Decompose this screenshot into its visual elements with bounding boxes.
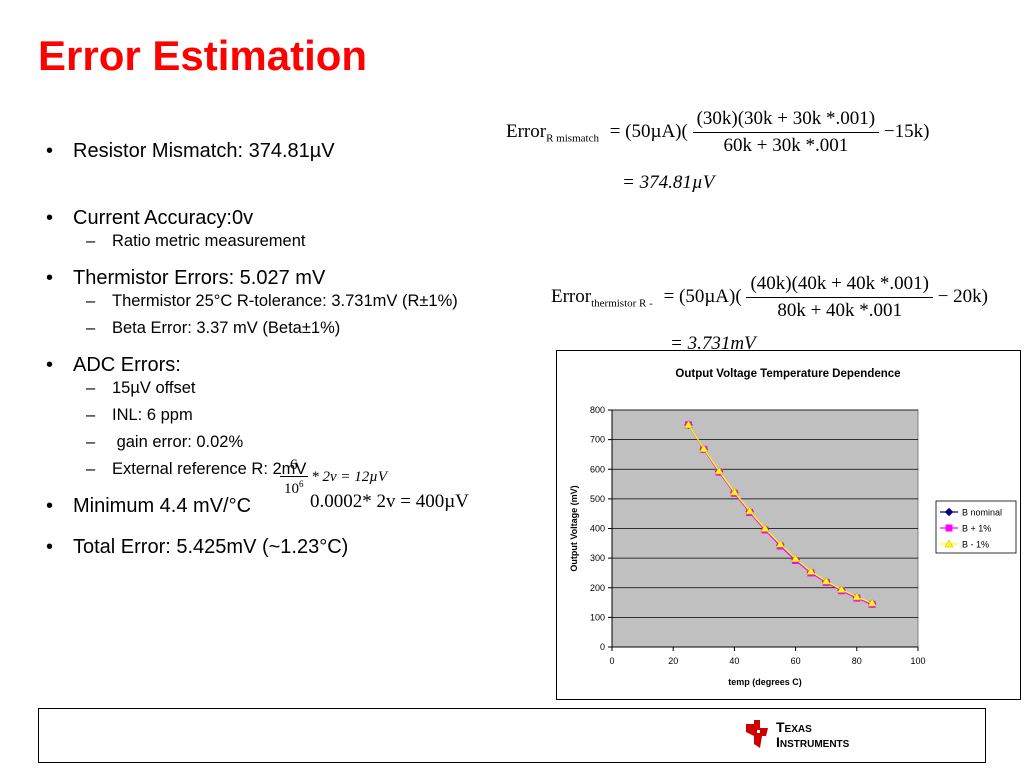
sub-bullet-gain-error: gain error: 0.02% bbox=[46, 433, 546, 452]
ti-logo-line1: Texas bbox=[776, 719, 812, 735]
y-tick-label: 100 bbox=[590, 612, 605, 622]
formula-mismatch-result: = 374.81µV bbox=[622, 172, 715, 193]
data-point bbox=[760, 523, 770, 532]
ti-logo-line2: Instruments bbox=[776, 734, 850, 750]
bullet-current-accuracy: Current Accuracy:0v bbox=[46, 207, 546, 230]
x-tick-label: 100 bbox=[910, 656, 925, 666]
data-point bbox=[775, 539, 785, 548]
y-tick-label: 700 bbox=[590, 435, 605, 445]
bullet-resistor-mismatch: Resistor Mismatch: 374.81µV bbox=[46, 140, 546, 163]
formula-denominator: 60k + 30k *.001 bbox=[723, 135, 849, 156]
formula-fraction: (40k)(40k + 40k *.001) 80k + 40k *.001 bbox=[746, 273, 933, 322]
y-tick-label: 300 bbox=[590, 553, 605, 563]
slide-title: Error Estimation bbox=[38, 32, 368, 79]
line-chart: Output Voltage Temperature Dependence 0 10… bbox=[569, 368, 1017, 687]
sub-bullet-inl: INL: 6 ppm bbox=[46, 406, 546, 425]
formula-numerator: (30k)(30k + 30k *.001) bbox=[692, 108, 880, 133]
formula-thermistor: Errorthermistor R - = (50µA)( (40k)(40k … bbox=[551, 273, 988, 322]
formula-lhs: = (50µA)( bbox=[609, 120, 688, 142]
formula-lhs: = (50µA)( bbox=[663, 285, 742, 307]
data-point bbox=[837, 585, 846, 593]
formula-label: Error bbox=[551, 285, 592, 307]
y-tick-label: 400 bbox=[590, 524, 605, 534]
sub-bullet-thermistor-25c: Thermistor 25°C R-tolerance: 3.731mV (R±… bbox=[46, 292, 546, 311]
formula-subscript: thermistor R - bbox=[591, 297, 653, 310]
sub-bullet-offset: 15µV offset bbox=[46, 379, 546, 398]
legend-marker bbox=[945, 524, 953, 532]
formula-fraction: 6 106 bbox=[280, 457, 308, 498]
bullet-list: Resistor Mismatch: 374.81µV Current Accu… bbox=[46, 140, 546, 561]
formula-numerator: 6 bbox=[280, 457, 308, 477]
formula-subscript: R mismatch bbox=[546, 132, 599, 145]
formula-rhs: − 20k) bbox=[937, 285, 989, 307]
legend-entry: B - 1% bbox=[962, 540, 989, 550]
y-tick-label: 600 bbox=[590, 464, 605, 474]
y-tick-label: 0 bbox=[600, 642, 605, 652]
footer-bar bbox=[38, 708, 986, 763]
bullet-minimum: Minimum 4.4 mV/°C bbox=[46, 495, 546, 518]
x-tick-label: 40 bbox=[729, 656, 739, 666]
data-point bbox=[699, 444, 709, 453]
data-point bbox=[745, 506, 755, 515]
formula-label: Error bbox=[506, 120, 547, 142]
legend-entry: B nominal bbox=[962, 508, 1002, 518]
legend-marker bbox=[944, 539, 954, 548]
chart-title: Output Voltage Temperature Dependence bbox=[675, 368, 900, 380]
sub-bullet-ext-ref: External reference R: 2mV bbox=[46, 460, 546, 479]
ti-logo: Texas Instruments bbox=[742, 718, 882, 754]
x-tick-label: 0 bbox=[609, 656, 614, 666]
bullet-thermistor-errors: Thermistor Errors: 5.027 mV bbox=[46, 267, 546, 290]
y-tick-label: 200 bbox=[590, 583, 605, 593]
data-point bbox=[852, 592, 862, 601]
sub-bullet-ratio-metric: Ratio metric measurement bbox=[46, 232, 546, 251]
formula-fraction: (30k)(30k + 30k *.001) 60k + 30k *.001 bbox=[692, 108, 880, 157]
data-point bbox=[791, 554, 801, 562]
x-tick-label: 80 bbox=[852, 656, 862, 666]
formula-denominator: 80k + 40k *.001 bbox=[777, 300, 903, 321]
legend-entry: B + 1% bbox=[962, 524, 991, 534]
x-tick-label: 20 bbox=[668, 656, 678, 666]
y-tick-label: 500 bbox=[590, 494, 605, 504]
data-point bbox=[714, 466, 724, 475]
bullet-adc-errors: ADC Errors: bbox=[46, 354, 546, 377]
formula-den-exponent: 6 bbox=[299, 479, 304, 489]
x-axis-label: temp (degrees C) bbox=[728, 677, 802, 687]
formula-rhs: * 2v = 12µV bbox=[311, 468, 388, 485]
formula-numerator: (40k)(40k + 40k *.001) bbox=[746, 273, 933, 298]
bullet-total-error: Total Error: 5.425mV (~1.23°C) bbox=[46, 536, 546, 559]
data-point bbox=[821, 576, 831, 585]
legend-marker bbox=[944, 507, 954, 517]
y-axis-label: Output Voltage (mV) bbox=[569, 485, 579, 571]
formula-inl: 6 106 * 2v = 12µV bbox=[280, 457, 387, 498]
data-point bbox=[684, 420, 693, 429]
sub-bullet-beta-error: Beta Error: 3.37 mV (Beta±1%) bbox=[46, 319, 546, 338]
x-tick-label: 60 bbox=[791, 656, 801, 666]
formula-gain: 0.0002* 2v = 400µV bbox=[310, 491, 469, 512]
data-point bbox=[806, 566, 816, 575]
ti-logo-icon bbox=[746, 720, 768, 748]
formula-denominator: 106 bbox=[280, 477, 308, 498]
data-point bbox=[729, 487, 739, 496]
formula-thermistor-result: = 3.731mV bbox=[670, 333, 756, 354]
chart-container: Output Voltage Temperature Dependence 0 10… bbox=[556, 350, 1021, 700]
formula-den-base: 10 bbox=[284, 481, 299, 497]
y-tick-label: 800 bbox=[590, 405, 605, 415]
formula-resistor-mismatch: ErrorR mismatch = (50µA)( (30k)(30k + 30… bbox=[506, 108, 929, 157]
formula-rhs: −15k) bbox=[883, 120, 930, 142]
data-point bbox=[867, 598, 877, 607]
